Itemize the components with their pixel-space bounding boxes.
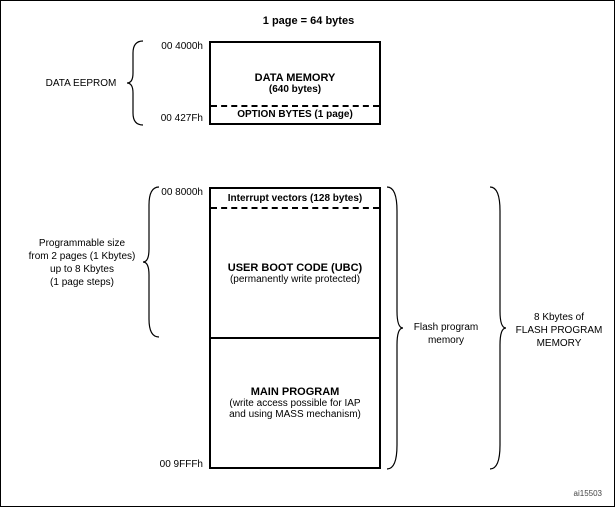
main-program-sub1: (write access possible for IAP: [229, 398, 360, 409]
flash-addr-bottom: 00 9FFFh: [149, 459, 203, 470]
interrupt-vectors: Interrupt vectors (128 bytes): [211, 189, 379, 207]
data-memory-title: DATA MEMORY: [255, 72, 336, 84]
fr2-l1: 8 Kbytes of: [507, 311, 611, 324]
ubc-left-label: Programmable size from 2 pages (1 Kbytes…: [21, 237, 143, 289]
main-program-sub2: and using MASS mechanism): [229, 409, 361, 420]
flash-right-brace-1: [383, 187, 403, 469]
ubc-l4: (1 page steps): [21, 276, 143, 289]
flash-right-label-1: Flash program memory: [406, 321, 486, 347]
ubc-left-brace: [143, 187, 163, 337]
ubc-title: USER BOOT CODE (UBC): [228, 262, 362, 274]
eeprom-addr-top: 00 4000h: [149, 41, 203, 52]
footer-id: ai15503: [574, 489, 602, 498]
ubc-l2: from 2 pages (1 Kbytes): [21, 250, 143, 263]
page-title: 1 page = 64 bytes: [1, 15, 615, 27]
diagram-canvas: 1 page = 64 bytes DATA MEMORY (640 bytes…: [0, 0, 615, 507]
data-memory-sub: (640 bytes): [269, 84, 321, 95]
flash-right-brace-2: [486, 187, 506, 469]
ubc-l3: up to 8 Kbytes: [21, 263, 143, 276]
flash-right-label-2: 8 Kbytes of FLASH PROGRAM MEMORY: [507, 311, 611, 350]
ubc-sub: (permanently write protected): [230, 274, 360, 285]
option-bytes-block: OPTION BYTES (1 page): [211, 105, 379, 123]
eeprom-addr-bottom: 00 427Fh: [149, 113, 203, 124]
eeprom-brace: [127, 41, 147, 125]
fr1-l2: memory: [406, 334, 486, 347]
ubc-l1: Programmable size: [21, 237, 143, 250]
fr2-l2: FLASH PROGRAM: [507, 324, 611, 337]
main-program-region: MAIN PROGRAM (write access possible for …: [211, 339, 379, 467]
ubc-region: USER BOOT CODE (UBC) (permanently write …: [211, 209, 379, 337]
main-program-title: MAIN PROGRAM: [251, 386, 340, 398]
eeprom-side-label: DATA EEPROM: [36, 77, 126, 90]
fr1-l1: Flash program: [406, 321, 486, 334]
fr2-l3: MEMORY: [507, 337, 611, 350]
